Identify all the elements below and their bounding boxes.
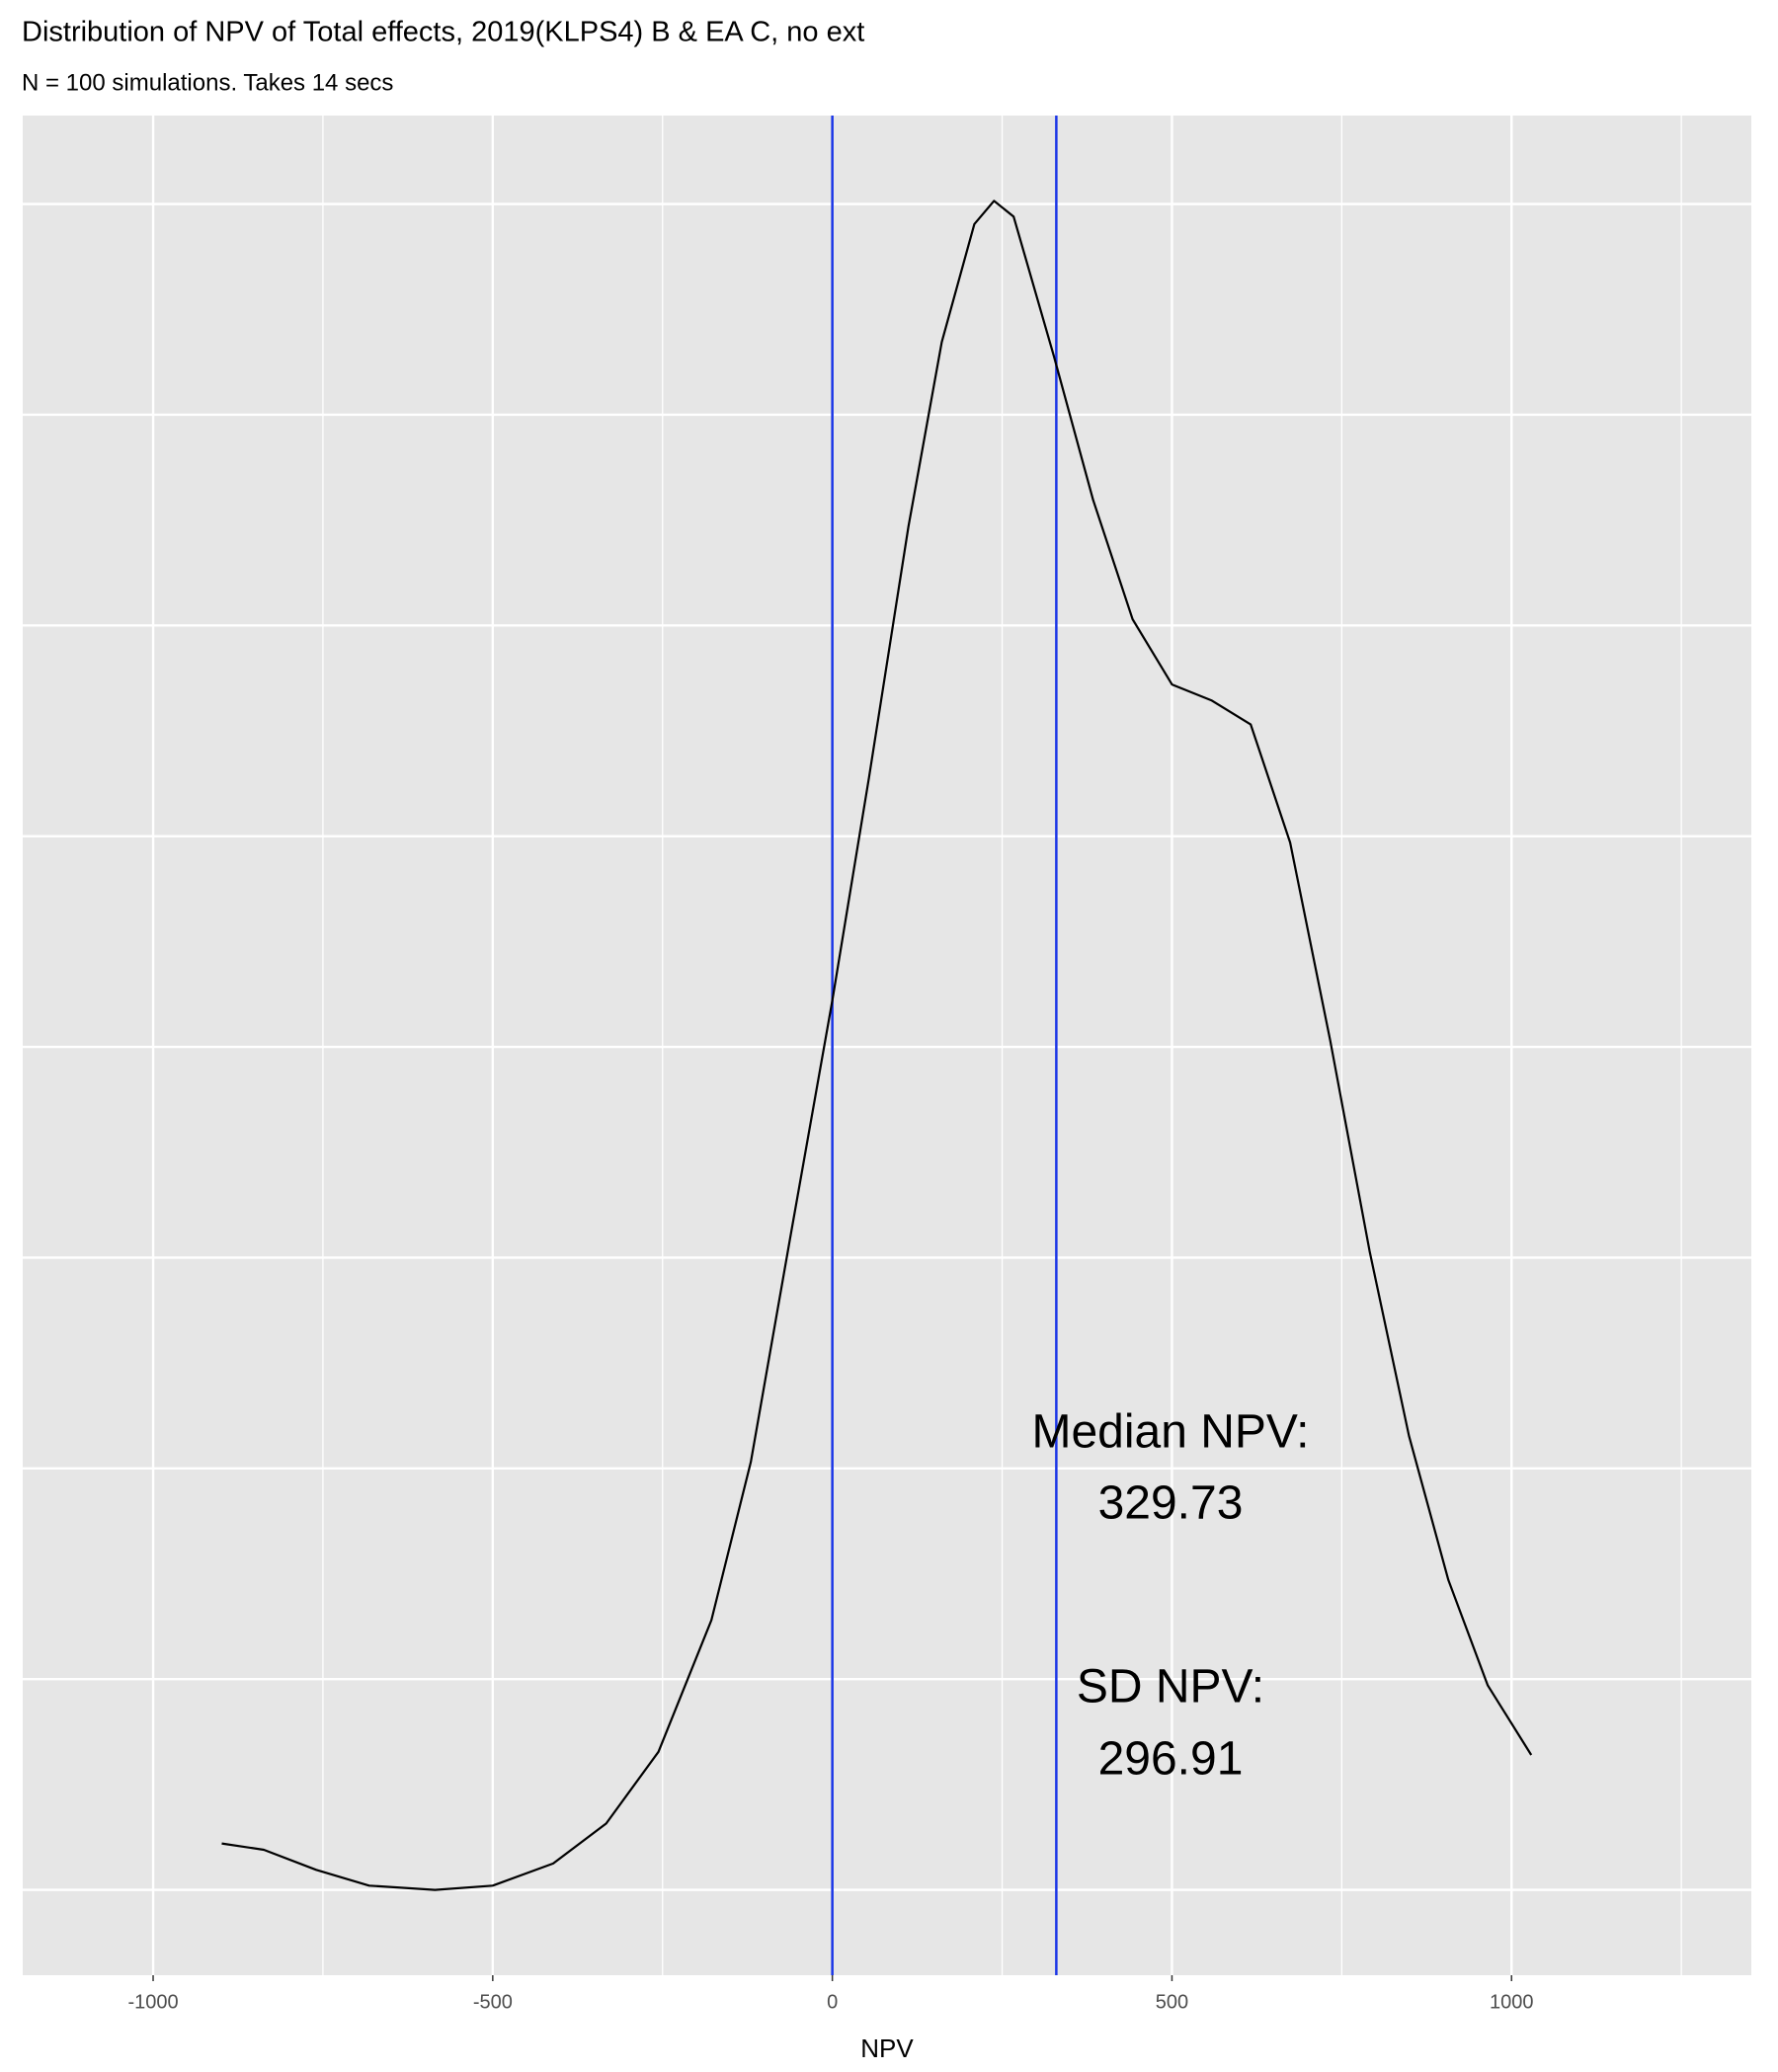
density-line (221, 199, 1533, 1891)
annotation: SD NPV: (1077, 1661, 1264, 1713)
x-tick-label: -1000 (127, 1991, 178, 2013)
x-tick-label: 1000 (1490, 1991, 1534, 2013)
x-tick-label: 0 (827, 1991, 838, 2013)
x-tick-label: 500 (1156, 1991, 1188, 2013)
chart-subtitle: N = 100 simulations. Takes 14 secs (22, 69, 393, 96)
annotation: 329.73 (1098, 1477, 1244, 1530)
annotation: 296.91 (1098, 1733, 1244, 1786)
x-tick-label: -500 (473, 1991, 513, 2013)
annotation: Median NPV: (1031, 1406, 1309, 1459)
plot-panel (23, 116, 1751, 1975)
chart-title: Distribution of NPV of Total effects, 20… (22, 17, 864, 48)
x-axis-label: NPV (860, 2033, 914, 2063)
